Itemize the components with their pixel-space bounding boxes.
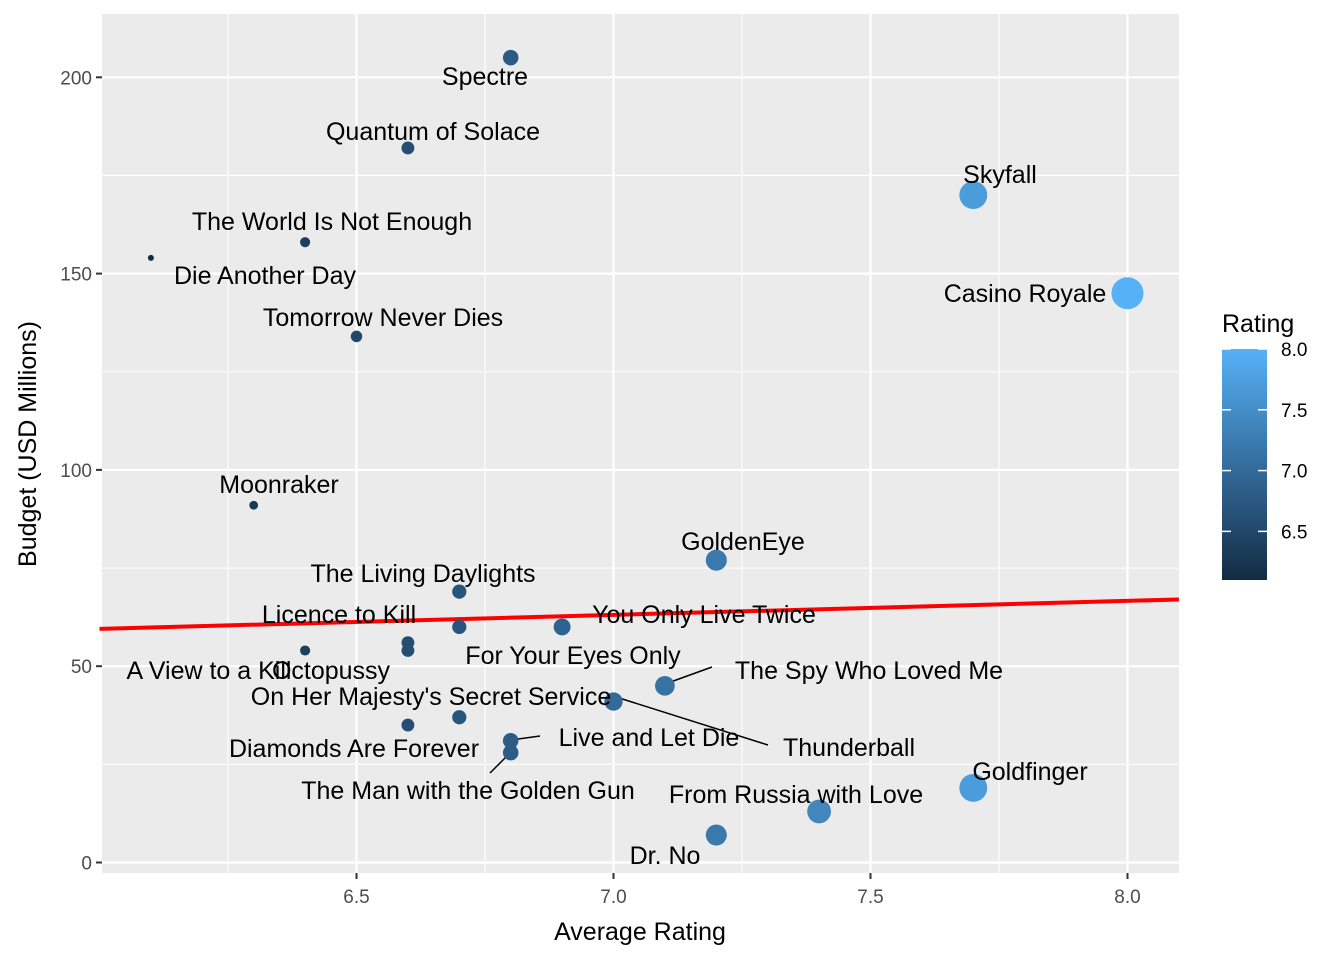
data-point [401,644,415,657]
legend-ticks: 6.5 7.0 7.5 8.0 [1222,340,1307,543]
y-tick-label: 50 [71,657,92,678]
data-points [147,49,1144,846]
data-point [502,49,519,66]
point-label: On Her Majesty's Secret Service [251,683,611,711]
y-tick-label: 100 [60,461,92,482]
x-axis-title: Average Rating [554,918,726,946]
data-point [705,549,727,571]
point-label: Licence to Kill [262,601,416,629]
x-axis-ticks: 6.5 7.0 7.5 8.0 [343,873,1141,908]
y-tick-label: 150 [60,265,92,286]
x-tick-label: 6.5 [343,887,369,908]
point-label: The World Is Not Enough [192,208,472,236]
point-label: Goldfinger [972,758,1087,786]
point-label: Dr. No [630,842,701,870]
point-label: GoldenEye [681,528,805,556]
data-point [452,710,467,725]
point-label: Tomorrow Never Dies [263,304,503,332]
data-point [604,692,623,711]
point-label: Diamonds Are Forever [229,735,479,763]
data-point [401,718,415,732]
point-label: The Man with the Golden Gun [301,777,635,805]
data-point [401,141,415,155]
label-leader-line [615,696,769,746]
point-labels: Spectre Quantum of Solace Skyfall The World… [127,63,1107,870]
data-point [959,181,988,210]
point-label: Spectre [442,63,528,91]
legend-tick-label: 6.5 [1281,522,1307,543]
data-point [705,824,727,846]
trend-line [99,597,1179,631]
legend-tick-label: 8.0 [1281,340,1307,361]
point-label: Casino Royale [944,280,1107,308]
legend-tick-label: 7.5 [1281,401,1307,422]
point-label: You Only Live Twice [592,601,816,629]
point-label: Quantum of Solace [326,118,540,146]
point-label: Moonraker [219,471,339,499]
data-point [553,618,571,636]
point-label: Skyfall [963,161,1037,189]
data-point [300,645,311,656]
data-point [249,500,259,510]
data-point [1111,277,1144,310]
data-point [502,744,519,761]
y-axis-ticks: 0 50 100 150 200 [60,68,102,875]
point-label: A View to a Kill [127,657,292,685]
point-label: Live and Let Die [559,724,740,752]
major-grid [102,14,1179,873]
data-point [452,619,467,635]
point-label: Thunderball [783,734,915,762]
point-label: From Russia with Love [669,781,923,809]
point-label: For Your Eyes Only [465,642,681,670]
color-legend: Rating 6.5 7.0 7.5 8.0 [1222,310,1307,580]
data-point [300,237,311,248]
y-tick-label: 0 [81,854,92,875]
data-point [452,584,467,599]
legend-colorbar [1222,349,1267,580]
data-point [350,330,363,343]
point-label: The Living Daylights [310,560,535,588]
y-axis-title: Budget (USD Millions) [14,321,42,567]
point-label: Octopussy [272,657,391,685]
x-tick-label: 8.0 [1114,887,1140,908]
data-point [502,733,519,749]
x-tick-label: 7.0 [600,887,626,908]
data-point [959,773,988,802]
y-tick-label: 200 [60,68,92,89]
legend-title: Rating [1222,310,1294,338]
point-label: The Spy Who Loved Me [735,657,1003,685]
data-point [147,254,154,261]
data-point [655,675,675,696]
minor-grid [102,14,1179,873]
data-point [807,799,831,824]
point-label: Die Another Day [174,262,357,290]
legend-tick-label: 7.0 [1281,462,1307,483]
x-tick-label: 7.5 [857,887,883,908]
